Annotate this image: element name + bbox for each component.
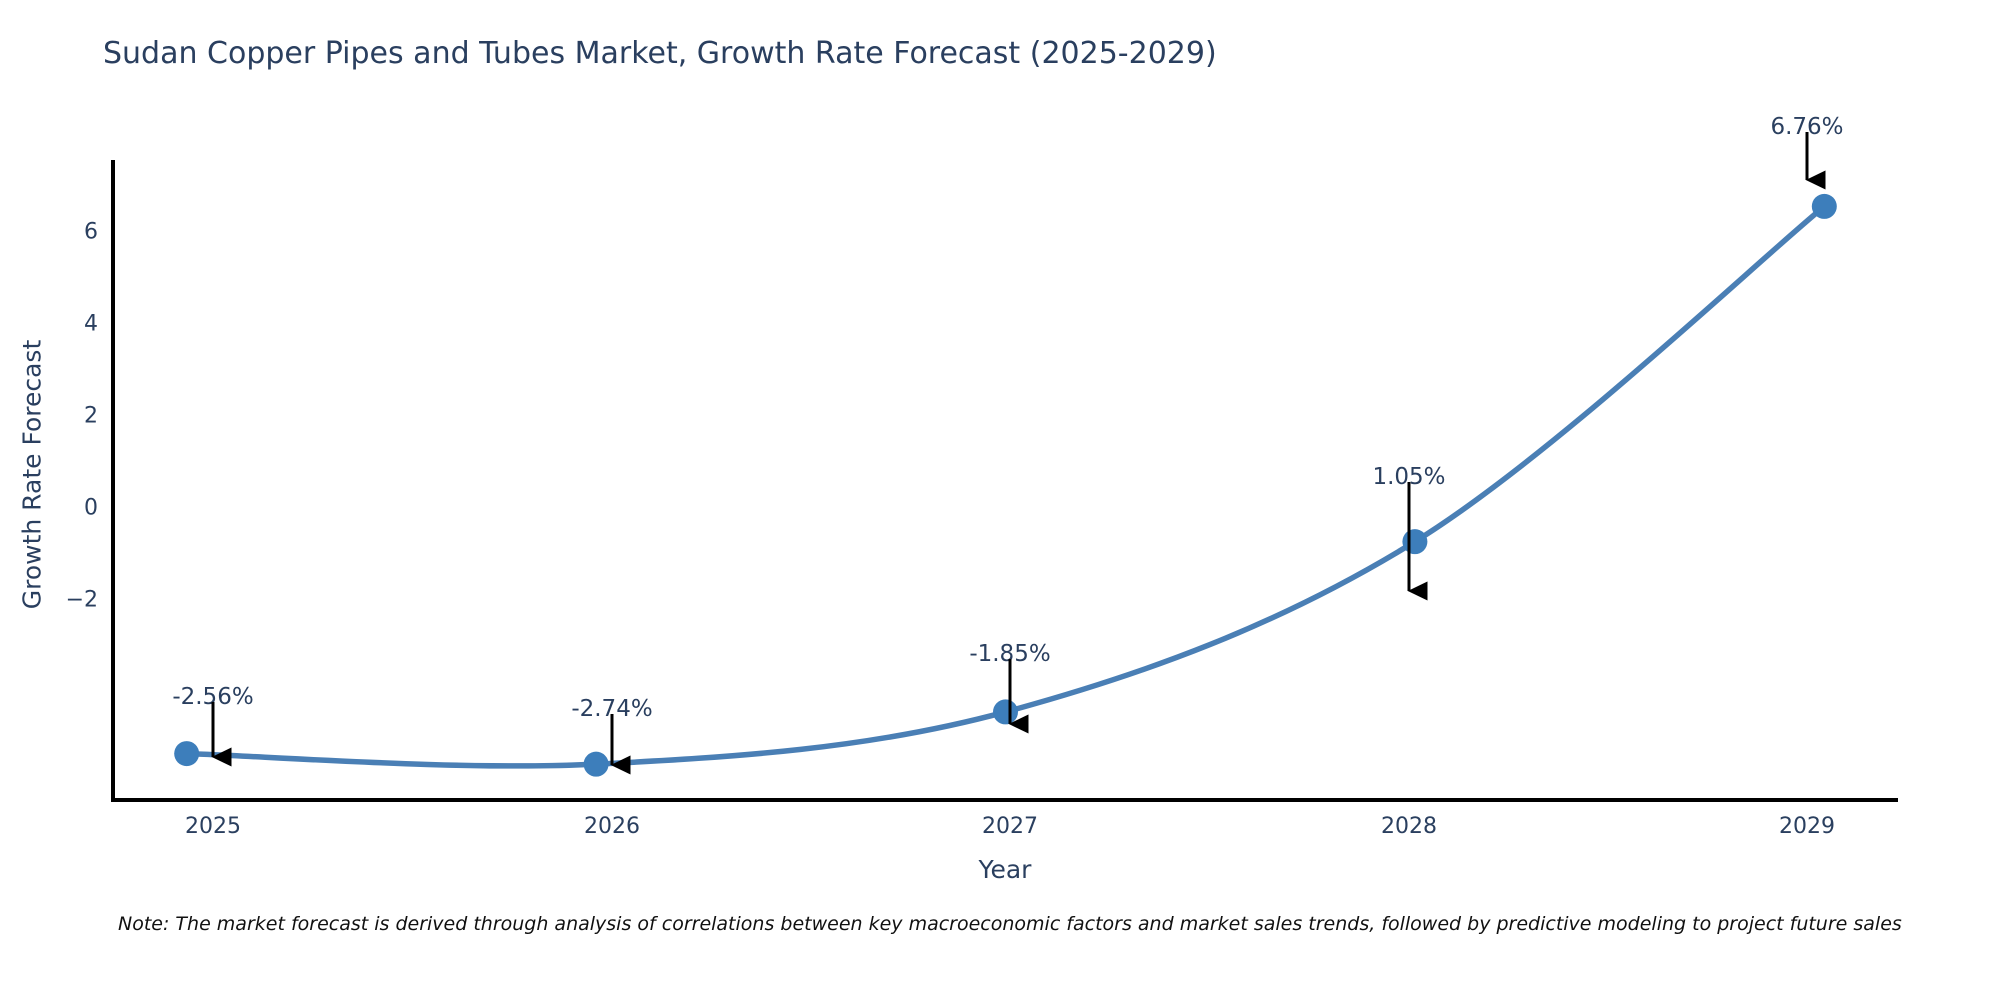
annotation-arrows xyxy=(211,132,1826,775)
data-point-2027[interactable] xyxy=(993,699,1018,725)
y-tick-label-2: 2 xyxy=(84,403,98,429)
y-tick-label-4: 4 xyxy=(84,311,98,337)
x-tick-label-2029: 2029 xyxy=(1779,814,1835,839)
series-markers xyxy=(174,193,1837,777)
x-tick-label-2027: 2027 xyxy=(982,814,1038,839)
x-tick-label-2028: 2028 xyxy=(1381,814,1437,839)
chart-title: Sudan Copper Pipes and Tubes Market, Gro… xyxy=(103,36,1217,71)
x-tick-label-2025: 2025 xyxy=(185,814,241,839)
x-tick-label-2026: 2026 xyxy=(584,814,640,839)
y-tick-label-minus2: −2 xyxy=(65,587,98,613)
y-tick-label-0: 0 xyxy=(84,495,98,521)
data-point-2028[interactable] xyxy=(1402,529,1428,555)
chart-note: Note: The market forecast is derived thr… xyxy=(118,913,1902,935)
data-point-2026[interactable] xyxy=(583,751,609,777)
data-point-2029[interactable] xyxy=(1811,193,1837,219)
x-axis-title: Year xyxy=(978,855,1032,884)
y-tick-label-6: 6 xyxy=(84,219,98,245)
data-point-2025[interactable] xyxy=(174,741,200,767)
series-line-growth-rate-forecast xyxy=(183,203,1828,769)
